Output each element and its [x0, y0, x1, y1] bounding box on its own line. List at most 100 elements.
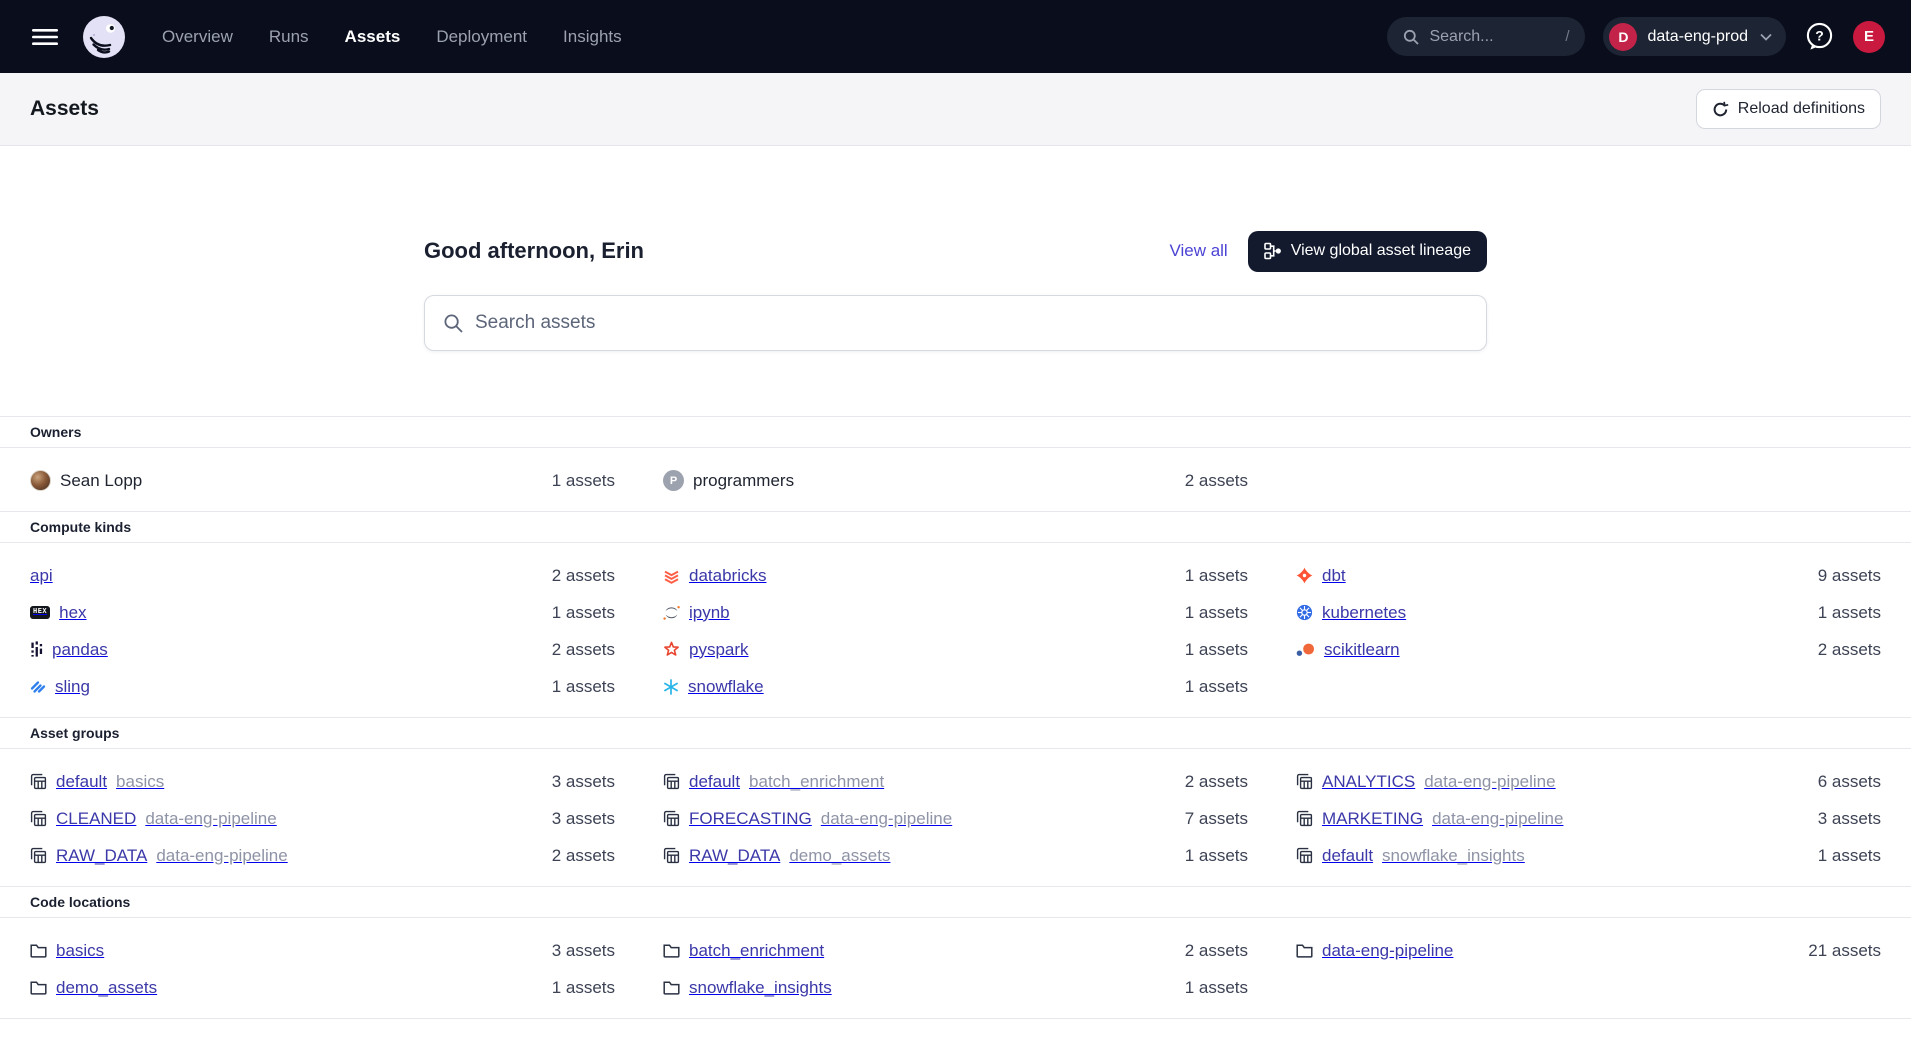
- hex-icon: HEX: [30, 606, 51, 619]
- dbt-icon: [1296, 567, 1313, 584]
- page-header: Assets Reload definitions: [0, 73, 1911, 146]
- deployment-switcher[interactable]: D data-eng-prod: [1603, 17, 1786, 56]
- item-name: CLEANED: [56, 808, 137, 828]
- nav-link-deployment[interactable]: Deployment: [436, 26, 528, 46]
- bottom-divider: [0, 1018, 1911, 1019]
- list-item: dbt 9 assets: [1296, 557, 1881, 594]
- global-search[interactable]: Search... /: [1387, 17, 1586, 56]
- item-link[interactable]: default snowflake_insights: [1296, 846, 1525, 866]
- item-link[interactable]: demo_assets: [30, 978, 157, 998]
- nav-link-runs[interactable]: Runs: [268, 26, 309, 46]
- asset-group-icon: [1296, 773, 1313, 790]
- item-link[interactable]: sling: [30, 677, 90, 697]
- list-item: sling 1 assets: [30, 668, 615, 705]
- item-asset-count: 2 assets: [551, 639, 615, 659]
- section-label: Code locations: [0, 886, 1911, 918]
- item-link[interactable]: databricks: [663, 566, 766, 586]
- reload-icon: [1712, 101, 1729, 118]
- search-icon: [1403, 29, 1420, 45]
- item-suffix: data-eng-pipeline: [820, 808, 953, 828]
- item-asset-count: 1 assets: [1817, 845, 1881, 865]
- list-item: CLEANED data-eng-pipeline 3 assets: [30, 800, 615, 837]
- item-link[interactable]: snowflake: [663, 677, 764, 697]
- menu-icon[interactable]: [26, 20, 64, 54]
- user-avatar[interactable]: E: [1853, 20, 1885, 53]
- folder-icon: [30, 943, 47, 958]
- nav-link-assets[interactable]: Assets: [344, 26, 401, 46]
- item-link[interactable]: CLEANED data-eng-pipeline: [30, 809, 277, 829]
- item-link[interactable]: batch_enrichment: [663, 941, 824, 961]
- item-asset-count: 2 assets: [551, 845, 615, 865]
- main-content: Good afternoon, Erin View all View globa…: [0, 146, 1911, 1019]
- list-item: kubernetes 1 assets: [1296, 594, 1881, 631]
- item-link[interactable]: RAW_DATA data-eng-pipeline: [30, 846, 288, 866]
- item-asset-count: 1 assets: [1184, 676, 1248, 696]
- item-name: RAW_DATA: [56, 845, 148, 865]
- lineage-graph-icon: [1263, 242, 1282, 260]
- item-suffix: data-eng-pipeline: [1432, 808, 1564, 828]
- asset-group-icon: [30, 773, 47, 790]
- item-link[interactable]: dbt: [1296, 566, 1346, 586]
- item-asset-count: 1 assets: [1184, 845, 1248, 865]
- item-link[interactable]: RAW_DATA demo_assets: [663, 846, 890, 866]
- item-asset-count: 1 assets: [551, 470, 615, 490]
- item-link[interactable]: api: [30, 566, 53, 586]
- view-all-link[interactable]: View all: [1169, 241, 1228, 260]
- item-suffix: snowflake_insights: [1382, 845, 1525, 865]
- item-link[interactable]: MARKETING data-eng-pipeline: [1296, 809, 1563, 829]
- list-item: api 2 assets: [30, 557, 615, 594]
- section-asset-groups: Asset groups default basics 3 assets default…: [0, 717, 1911, 886]
- section-rows: default basics 3 assets default batch_enrich…: [0, 749, 1911, 886]
- list-item: databricks 1 assets: [663, 557, 1248, 594]
- item-link[interactable]: ANALYTICS data-eng-pipeline: [1296, 772, 1556, 792]
- item-name: snowflake_insights: [689, 977, 832, 997]
- help-icon[interactable]: ?: [1804, 21, 1835, 52]
- item-link[interactable]: snowflake_insights: [663, 978, 832, 998]
- asset-search-input[interactable]: [475, 312, 1468, 334]
- asset-search-box[interactable]: [424, 295, 1487, 351]
- item-suffix: data-eng-pipeline: [156, 845, 288, 865]
- list-item: ANALYTICS data-eng-pipeline 6 assets: [1296, 763, 1881, 800]
- item-name: scikitlearn: [1324, 639, 1400, 659]
- list-item: batch_enrichment 2 assets: [663, 932, 1248, 969]
- item-asset-count: 7 assets: [1184, 808, 1248, 828]
- item-link[interactable]: ipynb: [663, 603, 730, 623]
- scikitlearn-icon: [1296, 642, 1315, 657]
- pyspark-icon: [663, 641, 680, 658]
- item-name: pyspark: [689, 639, 749, 659]
- item-name: hex: [59, 602, 87, 622]
- item-asset-count: 3 assets: [1817, 808, 1881, 828]
- item-link[interactable]: default batch_enrichment: [663, 772, 884, 792]
- item-suffix: basics: [116, 771, 165, 791]
- nav-link-insights[interactable]: Insights: [563, 26, 622, 46]
- view-global-asset-lineage-button[interactable]: View global asset lineage: [1247, 230, 1487, 272]
- item-link[interactable]: data-eng-pipeline: [1296, 941, 1453, 961]
- item-name: sling: [55, 676, 90, 696]
- item-link[interactable]: HEX hex: [30, 603, 87, 623]
- databricks-icon: [663, 567, 680, 584]
- list-item: FORECASTING data-eng-pipeline 7 assets: [663, 800, 1248, 837]
- item-link[interactable]: FORECASTING data-eng-pipeline: [663, 809, 952, 829]
- asset-group-icon: [663, 847, 680, 864]
- dagster-logo-icon: [83, 15, 125, 58]
- list-item: RAW_DATA demo_assets 1 assets: [663, 837, 1248, 874]
- item-link[interactable]: scikitlearn: [1296, 640, 1400, 660]
- item-link[interactable]: basics: [30, 941, 104, 961]
- item-asset-count: 3 assets: [551, 771, 615, 791]
- item-link[interactable]: pandas: [30, 640, 108, 660]
- asset-group-icon: [663, 810, 680, 827]
- item-name: data-eng-pipeline: [1322, 940, 1454, 960]
- item-name: kubernetes: [1322, 602, 1407, 622]
- item-link[interactable]: pyspark: [663, 640, 749, 660]
- list-item: default basics 3 assets: [30, 763, 615, 800]
- snowflake-icon: [663, 678, 679, 695]
- section-label: Owners: [0, 416, 1911, 448]
- item-link[interactable]: kubernetes: [1296, 603, 1406, 623]
- reload-definitions-button[interactable]: Reload definitions: [1695, 89, 1881, 129]
- item-name: basics: [56, 940, 105, 960]
- list-item: MARKETING data-eng-pipeline 3 assets: [1296, 800, 1881, 837]
- nav-link-overview[interactable]: Overview: [162, 26, 233, 46]
- item-link[interactable]: default basics: [30, 772, 164, 792]
- top-nav: Overview Runs Assets Deployment Insights Sea…: [0, 0, 1911, 73]
